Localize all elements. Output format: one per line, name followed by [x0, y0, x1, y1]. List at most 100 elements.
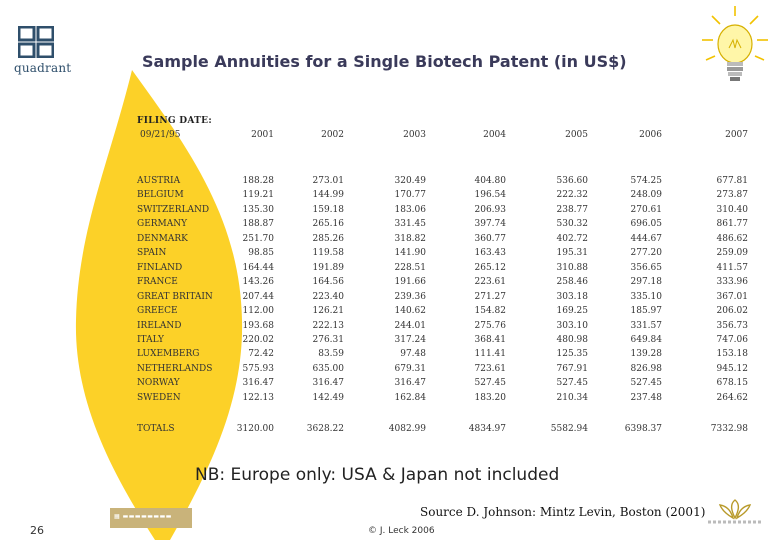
annuity-value: 154.82	[474, 306, 507, 317]
totals-label: TOTALS	[137, 424, 175, 434]
annuity-value: 317.24	[394, 334, 427, 345]
copyright-text: © J. Leck 2006	[368, 526, 435, 536]
annuity-value: 527.45	[556, 378, 589, 389]
quadrant-logo-text: quadrant	[14, 61, 72, 75]
annuity-value: 188.28	[242, 176, 275, 186]
annuity-value: 945.12	[716, 363, 749, 374]
annuity-value: 169.25	[556, 306, 589, 317]
annuity-value: 195.31	[556, 248, 589, 259]
annuity-value: 767.91	[556, 363, 589, 374]
annuity-value: 122.13	[242, 392, 275, 403]
country-name: FRANCE	[137, 277, 178, 288]
annuity-value: 259.09	[716, 248, 749, 259]
annuity-value: 826.98	[630, 363, 663, 374]
filing-date-label: FILING DATE:	[137, 116, 212, 126]
annuity-value: 258.46	[556, 277, 589, 288]
country-name: SPAIN	[137, 248, 167, 259]
country-name: SWITZERLAND	[137, 204, 210, 215]
annuity-value: 222.13	[312, 320, 345, 331]
annuity-value: 356.73	[716, 320, 749, 331]
annuity-value: 142.49	[312, 392, 345, 403]
annuity-value: 574.25	[630, 176, 663, 186]
annuity-value: 244.01	[394, 320, 427, 331]
annuity-value: 135.30	[242, 204, 275, 215]
country-name: FINLAND	[137, 262, 183, 273]
total-value: 4082.99	[388, 424, 426, 434]
annuity-value: 185.97	[630, 306, 663, 317]
annuity-value: 444.67	[630, 233, 663, 244]
annuity-value: 397.74	[474, 219, 507, 230]
annuity-value: 861.77	[716, 219, 749, 230]
annuity-value: 316.47	[394, 378, 427, 389]
annuity-value: 747.06	[716, 334, 749, 345]
annuity-value: 144.99	[312, 190, 345, 201]
annuity-value: 153.18	[716, 349, 749, 360]
year-header: 2001	[251, 130, 274, 140]
year-header: 2002	[321, 130, 344, 140]
country-name: SWEDEN	[137, 392, 181, 403]
annuity-value: 368.41	[474, 334, 507, 345]
annuity-value: 188.87	[242, 219, 275, 230]
annuity-value: 270.61	[630, 204, 663, 215]
annuity-value: 575.93	[242, 363, 275, 374]
annuity-value: 248.09	[630, 190, 663, 201]
annuity-value: 402.72	[556, 233, 589, 244]
annuity-value: 111.41	[474, 349, 507, 360]
year-header: 2005	[565, 130, 588, 140]
annuity-value: 98.85	[248, 248, 274, 259]
total-value: 6398.37	[624, 424, 662, 434]
annuity-value: 285.26	[312, 233, 345, 244]
annuity-value: 530.32	[556, 219, 589, 230]
annuity-value: 126.21	[312, 306, 345, 317]
note-text: NB: Europe only: USA & Japan not include…	[195, 465, 560, 485]
country-name: GREAT BRITAIN	[137, 291, 213, 302]
annuity-value: 164.56	[312, 277, 345, 288]
lightbulb-icon	[702, 6, 768, 81]
country-name: LUXEMBERG	[137, 349, 200, 360]
annuity-value: 237.48	[630, 392, 663, 403]
annuity-value: 159.18	[312, 204, 345, 215]
annuity-value: 527.45	[474, 378, 507, 389]
total-value: 4834.97	[468, 424, 506, 434]
annuity-value: 411.57	[716, 262, 749, 273]
total-value: 7332.98	[710, 424, 748, 434]
annuity-value: 635.00	[312, 363, 345, 374]
year-header: 2006	[639, 130, 662, 140]
country-name: BELGIUM	[137, 190, 184, 201]
annuity-value: 310.88	[556, 262, 589, 273]
country-name: AUSTRIA	[137, 176, 181, 186]
annuity-value: 183.06	[394, 204, 427, 215]
annuity-value: 277.20	[630, 248, 663, 259]
annuity-value: 223.61	[474, 277, 507, 288]
annuity-value: 696.05	[630, 219, 663, 230]
annuity-value: 141.90	[394, 248, 427, 259]
annuity-value: 119.21	[242, 190, 275, 201]
annuity-value: 273.01	[312, 176, 345, 186]
annuity-value: 72.42	[248, 349, 274, 360]
annuity-value: 404.80	[474, 176, 507, 186]
annuity-value: 162.84	[394, 392, 427, 403]
annuity-value: 723.61	[474, 363, 507, 374]
annuity-value: 220.02	[242, 334, 275, 345]
annuity-value: 183.20	[474, 392, 507, 403]
annuity-value: 331.45	[394, 219, 427, 230]
annuity-value: 679.31	[394, 363, 427, 374]
annuity-value: 206.93	[474, 204, 507, 215]
annuity-value: 360.77	[474, 233, 507, 244]
annuity-value: 140.62	[394, 306, 427, 317]
country-name: IRELAND	[137, 320, 182, 331]
annuity-value: 536.60	[556, 176, 589, 186]
annuity-value: 125.35	[556, 349, 589, 360]
annuity-value: 486.62	[716, 233, 749, 244]
annuity-value: 239.36	[394, 291, 427, 302]
decorative-leaf	[75, 70, 243, 540]
page-title: Sample Annuities for a Single Biotech Pa…	[142, 52, 627, 71]
footer-partner-logo: ▦ ▬▬▬▬▬▬▬▬	[110, 508, 192, 528]
annuity-value: 265.16	[312, 219, 345, 230]
year-header: 2007	[725, 130, 748, 140]
annuity-value: 164.44	[242, 262, 275, 273]
country-name: GREECE	[137, 306, 178, 317]
annuity-value: 271.27	[474, 291, 507, 302]
annuity-value: 303.10	[556, 320, 589, 331]
annuity-value: 83.59	[318, 349, 344, 360]
